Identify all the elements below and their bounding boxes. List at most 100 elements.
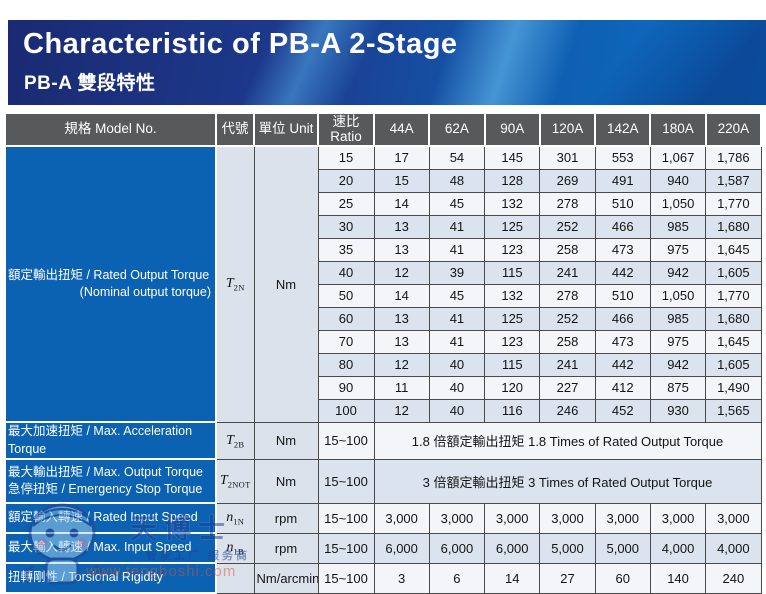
ratio-cell: 80 [317, 352, 375, 377]
table-cell: 125 [484, 214, 541, 239]
table-cell: 1,490 [705, 375, 762, 400]
table-row: 額定輸入轉速 / Rated Input Speed n1N rpm 15~10… [4, 502, 762, 534]
table-cell: 241 [539, 260, 596, 285]
table-row: 100 12 40 116 246 452 930 1,565 [5, 398, 762, 423]
table-cell: 40 [428, 398, 486, 423]
table-cell: 278 [539, 191, 596, 216]
table-cell: 1,680 [705, 214, 762, 239]
header-row: 規格 Model No. 代號 單位 Unit 速比 Ratio 44A 62A… [4, 112, 763, 147]
table-cell: 258 [539, 237, 596, 262]
ratio-cell: 100 [317, 398, 375, 423]
table-cell: 3,000 [594, 502, 651, 534]
table-row: 90 11 40 120 227 412 875 1,490 [5, 375, 762, 400]
table-cell: 115 [484, 260, 541, 285]
table-cell: 41 [428, 237, 486, 262]
table-cell: 54 [428, 145, 486, 170]
table-cell: 6 [428, 562, 486, 594]
merged-value-cell: 1.8 倍額定輸出扭矩 1.8 Times of Rated Output To… [373, 421, 762, 460]
table-cell: 1,680 [705, 306, 762, 331]
ratio-cell: 15~100 [317, 502, 375, 534]
ratio-cell: 20 [317, 168, 375, 193]
table-cell: 491 [594, 168, 651, 193]
table-cell: 1,067 [649, 145, 707, 170]
table-cell: 1,645 [705, 329, 762, 354]
table-cell: 48 [428, 168, 486, 193]
table-cell: 985 [649, 306, 707, 331]
table-cell: 466 [594, 214, 651, 239]
table-row: 扭轉剛性 / Torsional Rigidity Nm/arcmin 15~1… [4, 562, 762, 594]
table-cell: 5,000 [594, 532, 651, 564]
table-cell: 14 [373, 283, 430, 308]
column-header-180A: 180A [649, 112, 707, 147]
table-cell: 45 [428, 191, 486, 216]
table-cell: 125 [484, 306, 541, 331]
table-cell: 14 [484, 562, 541, 594]
table-row: 20 15 48 128 269 491 940 1,587 [5, 168, 762, 193]
symbol-n1B: n1B [215, 532, 255, 564]
ratio-cell: 50 [317, 283, 375, 308]
table-cell: 15 [373, 168, 430, 193]
row-label-rated-input-speed: 額定輸入轉速 / Rated Input Speed [4, 502, 217, 534]
ratio-cell: 15~100 [317, 532, 375, 564]
table-cell: 1,605 [705, 352, 762, 377]
table-cell: 301 [539, 145, 596, 170]
ratio-cell: 35 [317, 237, 375, 262]
table-cell: 975 [649, 237, 707, 262]
table-cell: 942 [649, 260, 707, 285]
column-header-44A: 44A [372, 112, 431, 147]
ratio-cell: 15~100 [317, 421, 375, 460]
table-cell: 27 [539, 562, 596, 594]
page-title: Characteristic of PB-A 2-Stage [23, 28, 458, 60]
ratio-cell: 15 [317, 145, 375, 170]
ratio-cell: 70 [317, 329, 375, 354]
table-cell: 227 [539, 375, 596, 400]
table-cell: 3,000 [373, 502, 430, 534]
spec-table: 規格 Model No. 代號 單位 Unit 速比 Ratio 44A 62A… [4, 112, 763, 594]
table-cell: 278 [539, 283, 596, 308]
table-cell: 473 [594, 237, 651, 262]
table-cell: 1,587 [705, 168, 762, 193]
table-cell: 1,786 [705, 145, 762, 170]
banner: Characteristic of PB-A 2-Stage PB-A 雙段特性 [8, 20, 766, 105]
table-cell: 13 [373, 329, 430, 354]
table-row: 70 13 41 123 258 473 975 1,645 [5, 329, 762, 354]
unit-Nm: Nm [253, 421, 319, 460]
table-cell: 13 [373, 214, 430, 239]
table-cell: 246 [539, 398, 596, 423]
table-cell: 1,645 [705, 237, 762, 262]
table-row: 30 13 41 125 252 466 985 1,680 [5, 214, 762, 239]
table-cell: 258 [539, 329, 596, 354]
column-header-90A: 90A [483, 112, 541, 147]
table-cell: 1,050 [649, 191, 707, 216]
ratio-cell: 15~100 [317, 458, 375, 504]
table-cell: 442 [594, 352, 651, 377]
symbol-T2NOT: T2NOT [215, 458, 255, 504]
table-cell: 145 [484, 145, 541, 170]
table-row: 25 14 45 132 278 510 1,050 1,770 [5, 191, 762, 216]
row-label-rated-output-torque: 額定輸出扭矩 / Rated Output Torque (Nominal ou… [4, 145, 217, 423]
row-label-max-input-speed: 最大輸入轉速 / Max. Input Speed [4, 532, 217, 564]
table-row: 額定輸出扭矩 / Rated Output Torque (Nominal ou… [4, 145, 762, 423]
ratio-cell: 25 [317, 191, 375, 216]
column-header-220A: 220A [704, 112, 763, 147]
table-cell: 1,605 [705, 260, 762, 285]
table-cell: 975 [649, 329, 707, 354]
symbol-T2B: T2B [215, 421, 255, 460]
table-cell: 13 [373, 237, 430, 262]
table-cell: 240 [705, 562, 762, 594]
ratio-cell: 60 [317, 306, 375, 331]
table-cell: 412 [594, 375, 651, 400]
row-label-torsional-rigidity: 扭轉剛性 / Torsional Rigidity [4, 562, 217, 594]
table-cell: 241 [539, 352, 596, 377]
table-row: 最大輸入轉速 / Max. Input Speed n1B rpm 15~100… [4, 532, 762, 564]
table-cell: 11 [373, 375, 430, 400]
column-header-142A: 142A [594, 112, 652, 147]
table-cell: 41 [428, 306, 486, 331]
unit-rpm: rpm [253, 532, 319, 564]
column-header-unit: 單位 Unit [253, 112, 319, 147]
table-cell: 39 [428, 260, 486, 285]
table-cell: 6,000 [373, 532, 430, 564]
table-cell: 6,000 [428, 532, 486, 564]
table-cell: 45 [428, 283, 486, 308]
